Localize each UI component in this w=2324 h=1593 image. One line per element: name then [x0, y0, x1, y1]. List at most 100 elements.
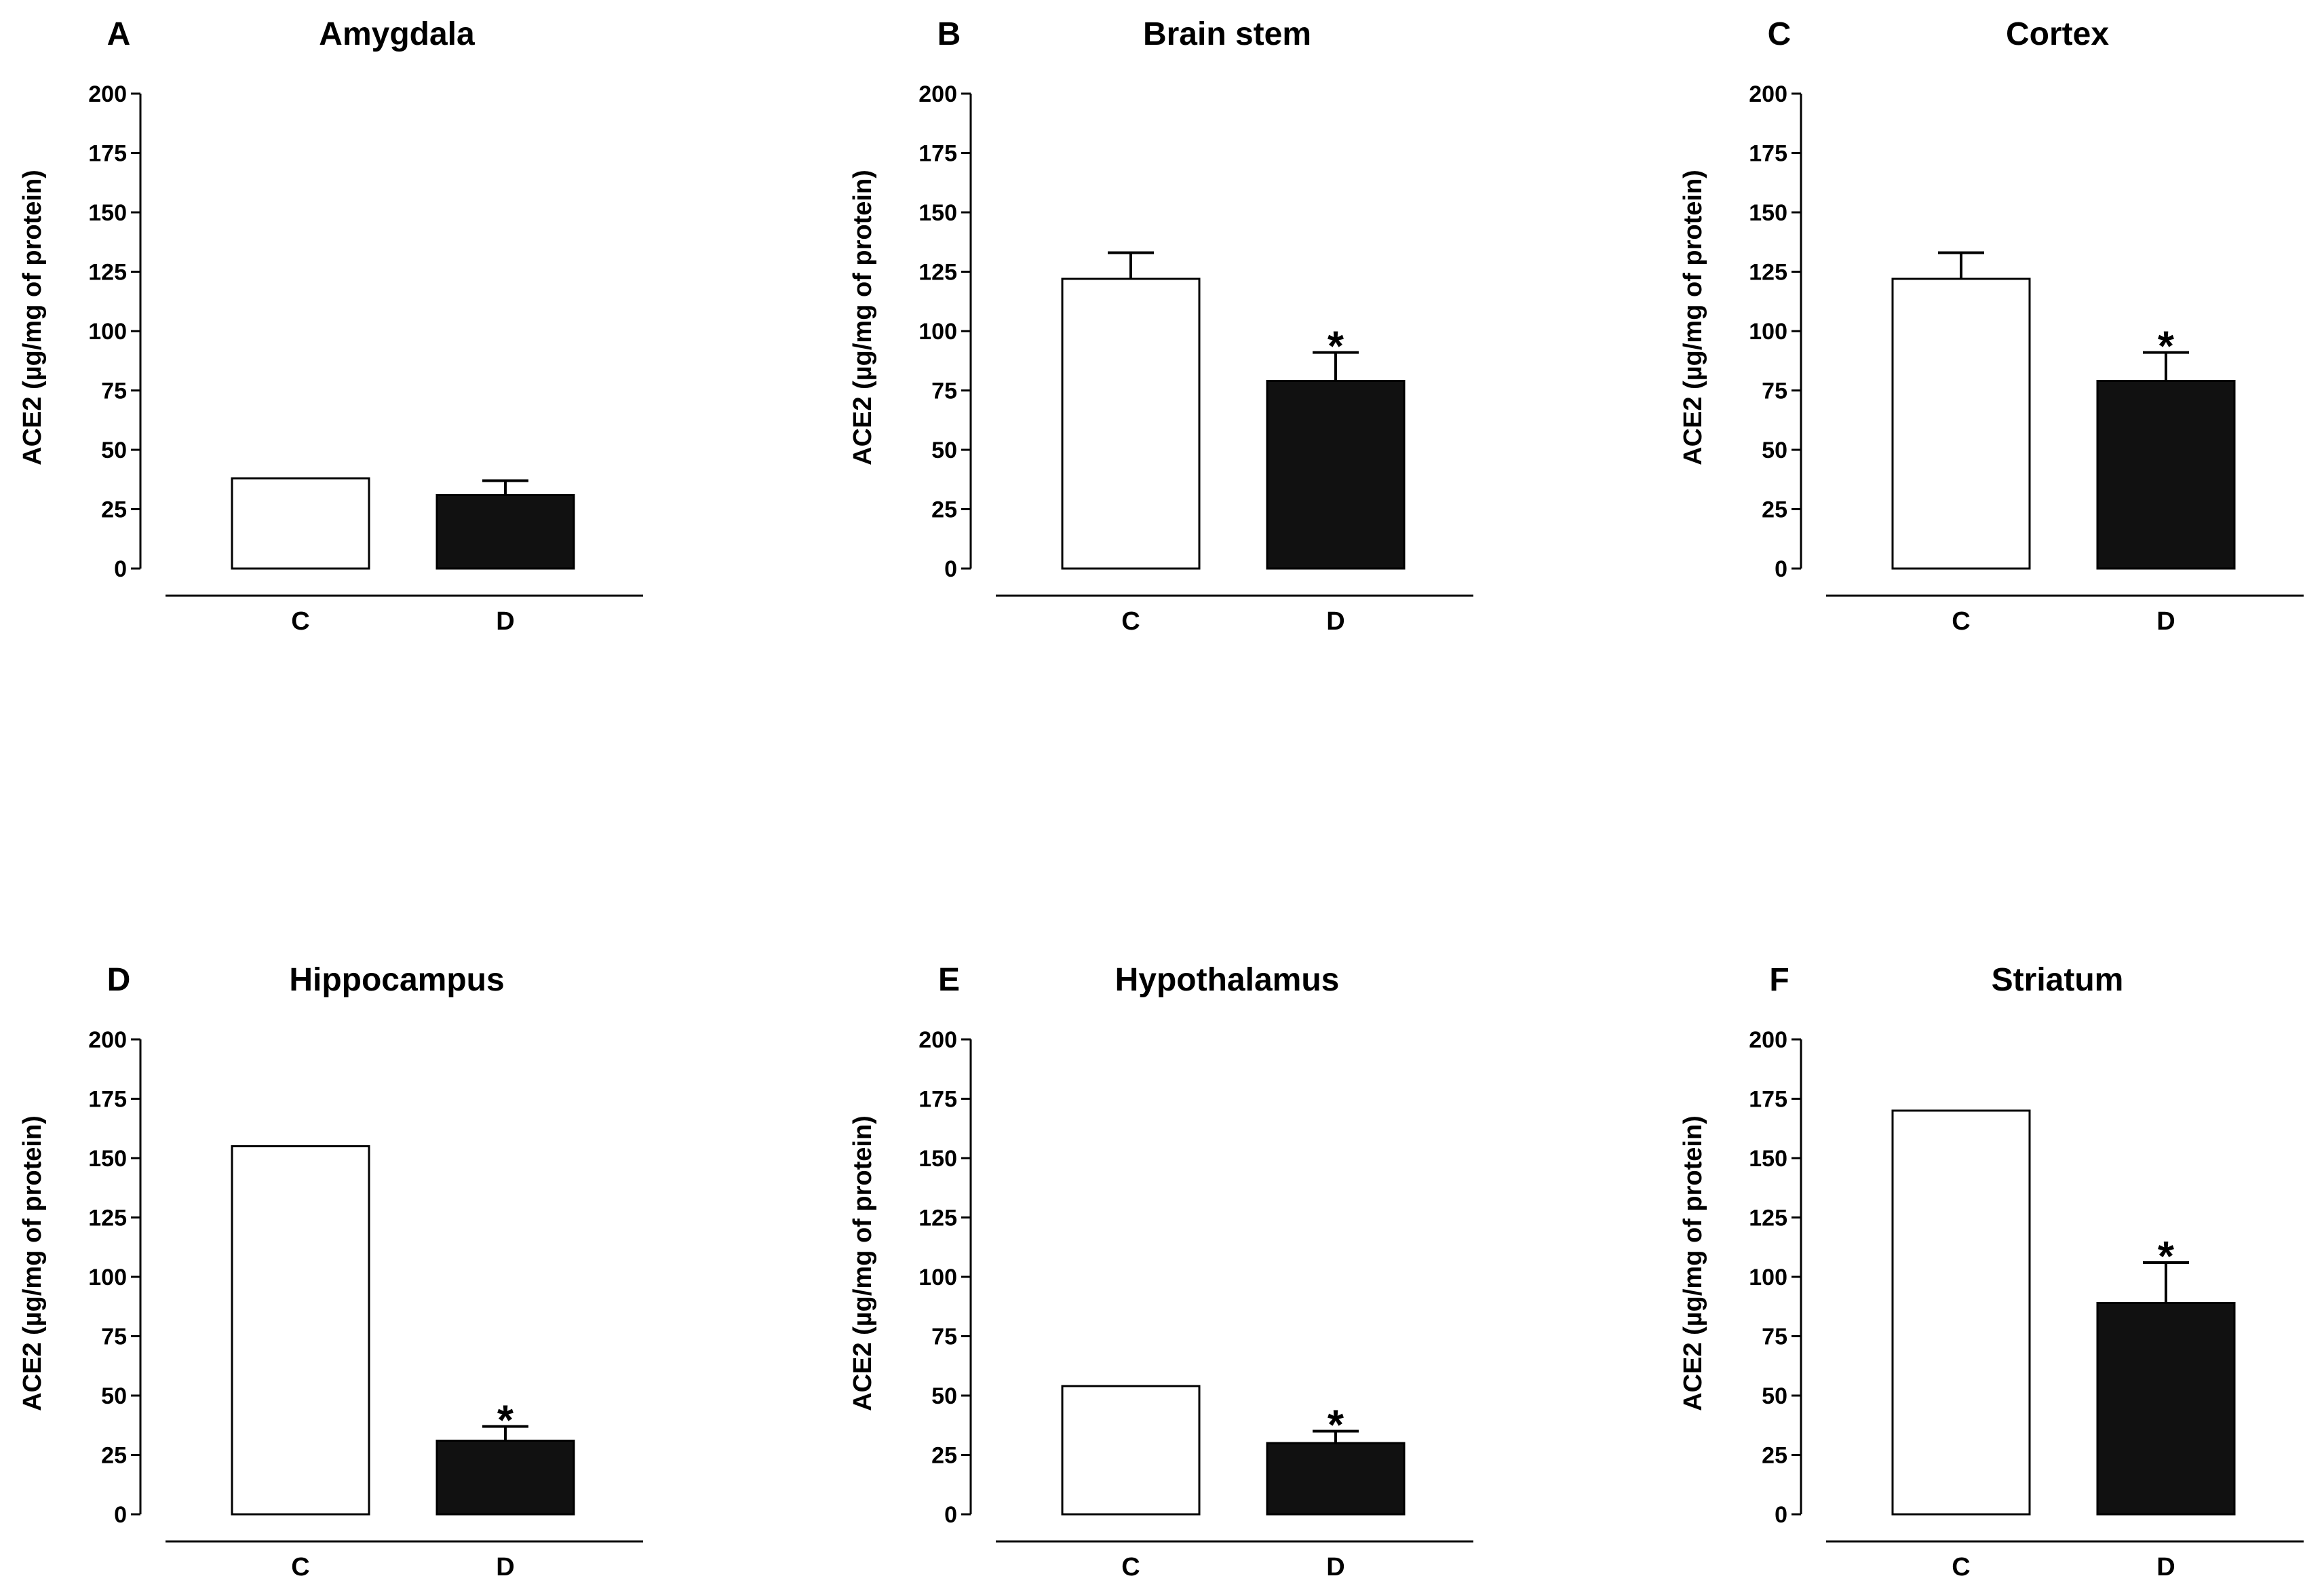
- bar-disease: [435, 1440, 575, 1516]
- panel-letter: D: [107, 962, 131, 998]
- y-tick-label: 100: [1749, 319, 1787, 345]
- y-tick-label: 125: [88, 1206, 127, 1231]
- panel-letter: F: [1769, 962, 1789, 998]
- x-category-label: C: [1952, 607, 1970, 636]
- y-tick-label: 175: [88, 141, 127, 167]
- bar-control: [1061, 1385, 1201, 1516]
- y-tick-label: 75: [1762, 1324, 1787, 1350]
- panel-b: B Brain stem ACE2 (µg/mg of protein) 0 25 50 7…: [849, 16, 1473, 636]
- y-tick-label: 0: [114, 556, 127, 582]
- y-tick-label: 175: [918, 1087, 957, 1113]
- significance-marker: *: [1328, 324, 1344, 370]
- y-tick-label: 100: [88, 1265, 127, 1290]
- y-tick-label: 125: [918, 260, 957, 286]
- panel-f: F Striatum ACE2 (µg/mg of protein) 0 25 50 75 1…: [1679, 962, 2304, 1581]
- x-category-label: C: [291, 1553, 309, 1581]
- y-tick-label: 25: [101, 497, 127, 523]
- panel-letter: B: [937, 16, 961, 52]
- y-tick-label: 125: [1749, 260, 1787, 286]
- chart-title: Striatum: [1992, 962, 2124, 998]
- y-tick-label: 100: [918, 319, 957, 345]
- y-tick-label: 50: [1762, 1383, 1787, 1409]
- y-tick-label: 150: [918, 200, 957, 226]
- x-category-label: C: [291, 607, 309, 636]
- y-tick-label: 25: [931, 1443, 957, 1469]
- x-category-label: D: [1326, 1553, 1344, 1581]
- chart-title: Hippocampus: [289, 962, 504, 998]
- y-tick-label: 0: [944, 556, 957, 582]
- y-tick-label: 25: [931, 497, 957, 523]
- y-tick-label: 150: [88, 1146, 127, 1172]
- y-tick-label: 200: [918, 1027, 957, 1053]
- significance-marker: *: [2158, 324, 2175, 370]
- x-category-label: D: [2156, 1553, 2175, 1581]
- chart-title: Hypothalamus: [1115, 962, 1340, 998]
- panel-e: E Hypothalamus ACE2 (µg/mg of protein) 0 25 5…: [849, 962, 1473, 1581]
- panel-letter: A: [107, 16, 131, 52]
- y-tick-label: 25: [1762, 1443, 1787, 1469]
- panel-d: D Hippocampus ACE2 (µg/mg of protein) 0 25 50…: [18, 962, 643, 1581]
- bar-disease: [1266, 380, 1406, 570]
- y-tick-label: 0: [944, 1502, 957, 1528]
- chart-title: Brain stem: [1143, 16, 1311, 52]
- y-tick-label: 50: [1762, 438, 1787, 463]
- y-tick-label: 50: [931, 1383, 957, 1409]
- bar-control: [1061, 277, 1201, 570]
- panel-c: C Cortex ACE2 (µg/mg of protein) 0 25 50 75 100…: [1679, 16, 2304, 636]
- significance-marker: *: [1328, 1402, 1344, 1449]
- y-tick-label: 150: [1749, 200, 1787, 226]
- y-tick-label: 175: [88, 1087, 127, 1113]
- significance-marker: *: [2158, 1233, 2175, 1280]
- panel-letter: C: [1768, 16, 1792, 52]
- panel-letter: E: [938, 962, 960, 998]
- y-tick-label: 175: [1749, 1087, 1787, 1113]
- y-tick-label: 50: [101, 1383, 127, 1409]
- x-category-label: C: [1121, 1553, 1140, 1581]
- y-tick-label: 25: [101, 1443, 127, 1469]
- y-tick-label: 25: [1762, 497, 1787, 523]
- chart-title: Amygdala: [319, 16, 475, 52]
- y-tick-label: 100: [1749, 1265, 1787, 1290]
- bar-disease: [1266, 1442, 1406, 1516]
- y-tick-label: 200: [88, 1027, 127, 1053]
- panel-a: A Amygdala ACE2 (µg/mg of protein) 0 25 50 75 1…: [18, 16, 643, 636]
- y-tick-label: 200: [918, 81, 957, 107]
- y-tick-label: 100: [88, 319, 127, 345]
- y-tick-label: 200: [1749, 81, 1787, 107]
- x-category-label: D: [1326, 607, 1344, 636]
- significance-marker: *: [497, 1398, 514, 1444]
- bar-control: [1891, 1109, 2031, 1516]
- y-tick-label: 150: [918, 1146, 957, 1172]
- y-tick-label: 75: [931, 379, 957, 404]
- y-tick-label: 150: [88, 200, 127, 226]
- y-tick-label: 75: [931, 1324, 957, 1350]
- y-tick-label: 50: [101, 438, 127, 463]
- x-category-label: D: [2156, 607, 2175, 636]
- bar-disease: [2096, 1302, 2236, 1516]
- x-category-label: D: [496, 607, 514, 636]
- y-tick-label: 200: [1749, 1027, 1787, 1053]
- x-category-label: D: [496, 1553, 514, 1581]
- y-tick-label: 175: [1749, 141, 1787, 167]
- y-axis-label: ACE2 (µg/mg of protein): [1679, 170, 1707, 465]
- y-tick-label: 75: [101, 1324, 127, 1350]
- bar-control: [1891, 277, 2031, 570]
- y-axis-label: ACE2 (µg/mg of protein): [849, 170, 877, 465]
- y-axis-label: ACE2 (µg/mg of protein): [18, 1115, 47, 1411]
- bar-control: [231, 477, 370, 570]
- chart-title: Cortex: [2006, 16, 2109, 52]
- y-tick-label: 150: [1749, 1146, 1787, 1172]
- y-tick-label: 175: [918, 141, 957, 167]
- y-tick-label: 100: [918, 1265, 957, 1290]
- y-tick-label: 125: [88, 260, 127, 286]
- y-tick-label: 0: [1775, 1502, 1787, 1528]
- y-axis-label: ACE2 (µg/mg of protein): [18, 170, 47, 465]
- y-tick-label: 125: [1749, 1206, 1787, 1231]
- x-category-label: C: [1952, 1553, 1970, 1581]
- bar-disease: [435, 494, 575, 570]
- bar-control: [231, 1145, 370, 1516]
- y-tick-label: 125: [918, 1206, 957, 1231]
- y-tick-label: 75: [101, 379, 127, 404]
- y-tick-label: 0: [114, 1502, 127, 1528]
